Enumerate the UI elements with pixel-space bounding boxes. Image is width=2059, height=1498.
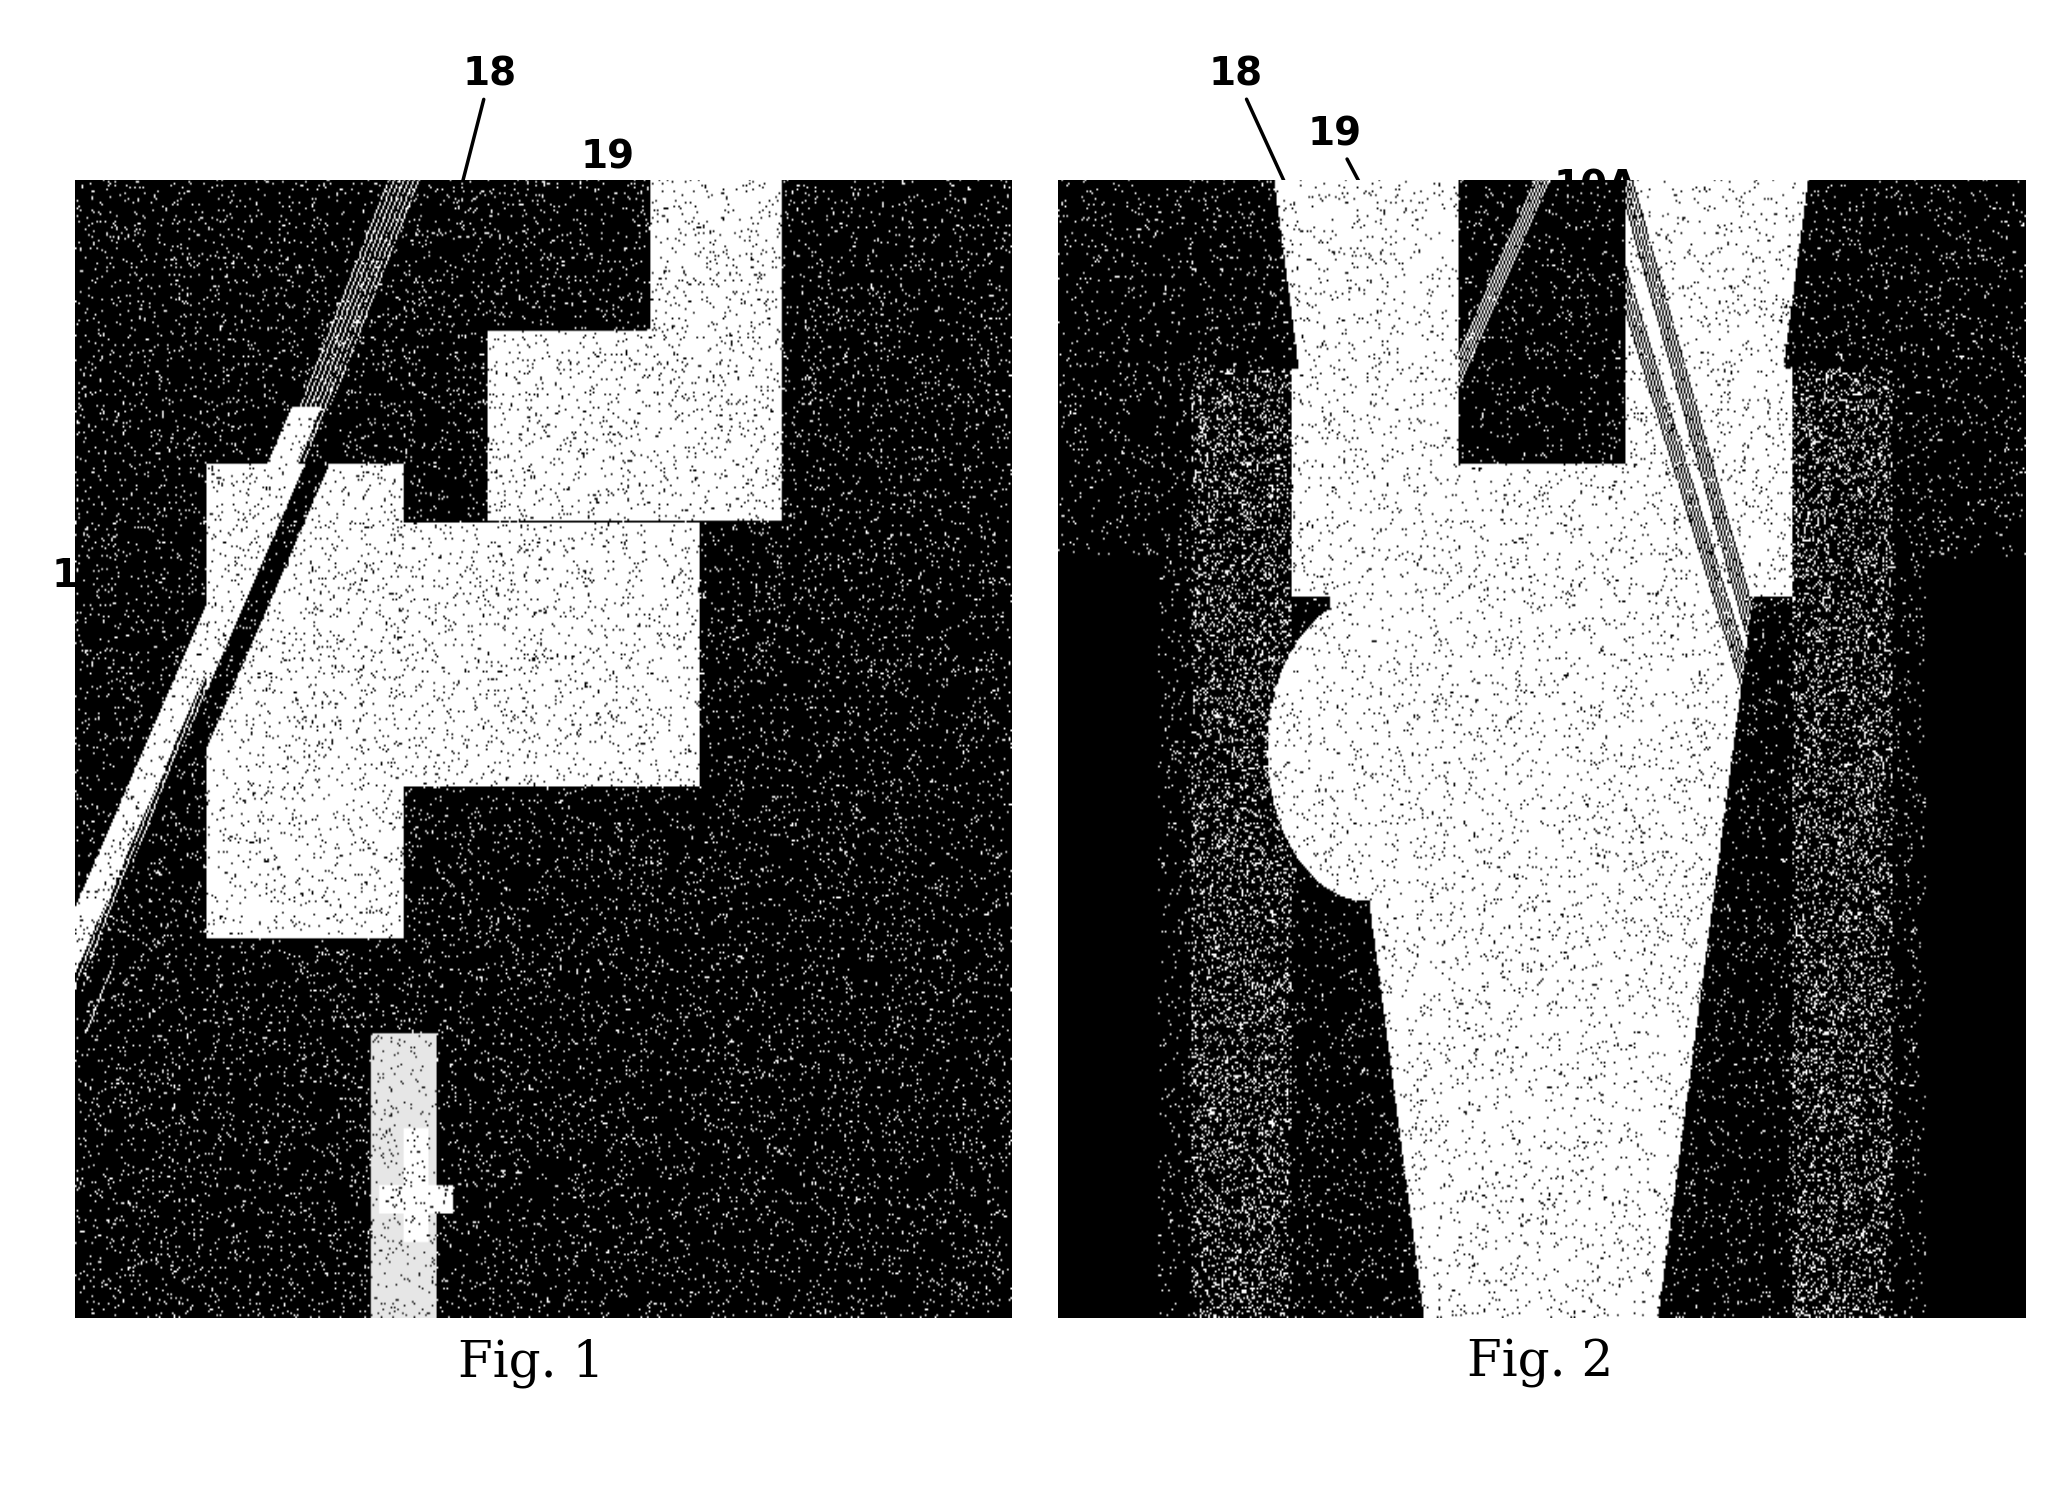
Text: 11: 11: [97, 198, 276, 336]
Text: 18: 18: [1209, 55, 1336, 297]
Text: 10A: 10A: [1555, 168, 1655, 339]
Text: Fig. 2: Fig. 2: [1466, 1338, 1614, 1389]
Text: 19: 19: [539, 138, 634, 334]
Text: 10: 10: [51, 557, 255, 614]
Text: Fig. 1: Fig. 1: [457, 1338, 605, 1389]
Text: 18: 18: [432, 55, 517, 297]
Text: 19: 19: [1307, 115, 1439, 334]
